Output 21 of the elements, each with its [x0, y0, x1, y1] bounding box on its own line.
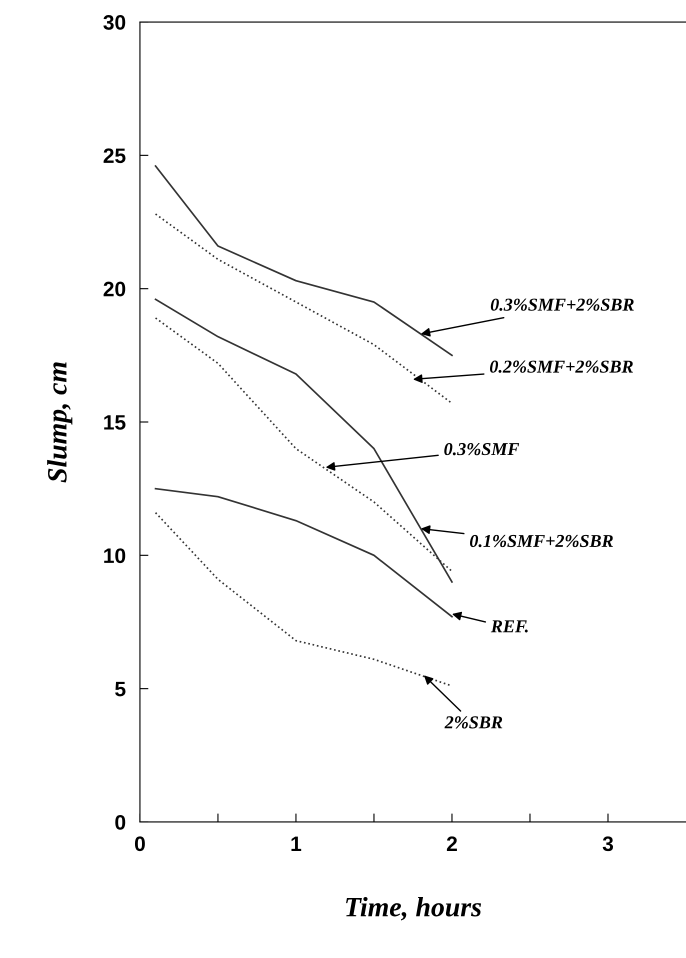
y-tick-label: 15 — [104, 415, 126, 430]
y-axis-title: Slump, cm — [47, 362, 72, 482]
y-tick-label: 20 — [104, 282, 126, 296]
x-tick-label: 2 — [446, 836, 457, 851]
y-tick-label: 30 — [103, 15, 126, 30]
y-tick-label: 25 — [104, 148, 126, 164]
y-tick-label: 10 — [104, 548, 126, 564]
annotation: 0.3%SMF+2%SBR — [490, 298, 634, 311]
annotation: 0.1%SMF+2%SBR — [470, 534, 613, 548]
x-tick-label: 0 — [134, 836, 145, 852]
x-axis-title: Time, hours — [346, 896, 482, 921]
y-tick-label: 0 — [115, 814, 126, 830]
x-tick-label: 3 — [602, 836, 614, 852]
annotation: 0.2%SMF+2%SBR — [490, 360, 633, 373]
y-tick-label: 5 — [115, 682, 126, 696]
annotation: REF. — [490, 620, 528, 632]
line-series — [154, 165, 453, 356]
annotation: 2%SBR — [444, 716, 502, 728]
x-tick-label: 1 — [291, 836, 302, 851]
line-series — [154, 213, 453, 404]
annotation: 0.3%SMF — [444, 442, 520, 456]
